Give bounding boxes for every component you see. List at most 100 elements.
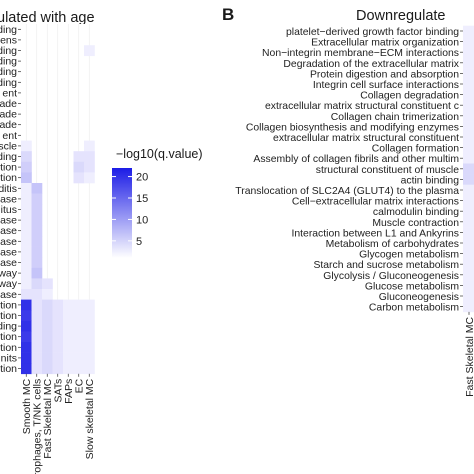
heatmap-cell xyxy=(21,151,32,163)
heatmap-cell xyxy=(463,57,474,69)
heatmap-cell xyxy=(31,204,43,216)
heatmap-cell xyxy=(463,216,474,228)
row-label: ase xyxy=(0,215,17,227)
row-label: Gluconeogenesis xyxy=(379,292,459,303)
colorbar-tick-label: 20 xyxy=(136,172,148,184)
panel-b-row-labels: platelet−derived growth factor bindingEx… xyxy=(235,27,463,314)
heatmap-cell xyxy=(21,193,32,205)
column-label: Smooth MC xyxy=(21,378,33,434)
panel-a-heatmap: ulated with age dingensdingdingdingdinge… xyxy=(0,10,96,474)
heatmap-cell xyxy=(31,320,43,332)
colorbar-title: −log10(q.value) xyxy=(116,147,203,161)
heatmap-cell xyxy=(463,248,474,260)
row-label: ade xyxy=(0,109,17,121)
row-label: ase xyxy=(0,236,17,248)
row-label: ding xyxy=(0,77,17,89)
heatmap-cell xyxy=(463,142,474,154)
row-label: Starch and sucrose metabolism xyxy=(313,260,459,271)
heatmap-cell xyxy=(52,299,64,311)
row-label: Collagen biosynthesis and modifying enzy… xyxy=(246,122,459,133)
row-label: ent xyxy=(2,130,17,142)
heatmap-cell xyxy=(463,110,474,122)
panel-b-column-labels: Fast Skeletal MC xyxy=(464,311,474,397)
heatmap-cell xyxy=(463,290,474,302)
heatmap-cell xyxy=(463,301,474,313)
row-label: platelet−derived growth factor binding xyxy=(286,27,459,38)
row-label: calmodulin binding xyxy=(373,207,459,218)
column-label: Slow skeletal MC xyxy=(84,378,96,459)
heatmap-cell xyxy=(463,174,474,185)
row-label: way xyxy=(0,278,18,290)
heatmap-cell xyxy=(463,258,474,270)
row-label: tion xyxy=(0,310,17,322)
row-label: ens xyxy=(0,34,17,46)
heatmap-cell xyxy=(463,99,474,111)
heatmap-cell xyxy=(31,246,43,258)
heatmap-cell xyxy=(463,227,474,238)
heatmap-cell xyxy=(31,331,43,343)
heatmap-cell xyxy=(73,161,85,173)
heatmap-cell xyxy=(463,36,474,48)
row-label: Integrin cell surface interactions xyxy=(313,80,459,91)
row-label: ase xyxy=(0,225,17,237)
heatmap-cell xyxy=(42,278,53,290)
heatmap-cell xyxy=(42,331,53,343)
column-label: EC xyxy=(73,378,85,393)
row-label: Carbon metabolism xyxy=(369,303,459,314)
row-label: itus xyxy=(1,204,17,216)
heatmap-cell xyxy=(463,131,474,143)
heatmap-cell xyxy=(73,352,85,364)
colorbar-gradient xyxy=(112,168,132,258)
heatmap-cell xyxy=(42,363,53,375)
heatmap-cell xyxy=(84,161,95,173)
heatmap-cell xyxy=(84,331,95,343)
heatmap-cell xyxy=(73,310,85,322)
heatmap-cell xyxy=(463,184,474,196)
row-label: Non−integrin membrane−ECM interactions xyxy=(262,48,459,59)
heatmap-cell xyxy=(21,161,32,173)
heatmap-cell xyxy=(31,267,43,279)
heatmap-cell xyxy=(63,310,74,322)
row-label: extracellular matrix structural constitu… xyxy=(273,133,459,144)
row-label: ding xyxy=(0,24,17,36)
row-label: tion xyxy=(0,162,17,174)
heatmap-cell xyxy=(52,310,64,322)
row-label: ase xyxy=(0,289,17,301)
heatmap-cell xyxy=(21,204,32,216)
heatmap-cell xyxy=(73,342,85,353)
heatmap-cell xyxy=(21,257,32,269)
heatmap-cell xyxy=(21,246,32,258)
heatmap-cell xyxy=(21,342,32,353)
panel-a-cells xyxy=(21,45,95,375)
heatmap-cell xyxy=(463,280,474,291)
heatmap-cell xyxy=(21,278,32,290)
heatmap-cell xyxy=(21,225,32,237)
row-label: ade xyxy=(0,98,17,110)
heatmap-cell xyxy=(21,299,32,311)
heatmap-cell xyxy=(21,289,32,300)
colorbar-legend: −log10(q.value) 20 15 10 5 xyxy=(112,147,203,258)
column-label: Fast Skeletal MC xyxy=(42,378,54,458)
heatmap-cell xyxy=(84,45,95,57)
heatmap-cell xyxy=(31,183,43,194)
heatmap-cell xyxy=(21,352,32,364)
heatmap-cell xyxy=(463,237,474,249)
row-label: structural constituent of muscle xyxy=(316,165,459,176)
panel-a-row-labels: dingensdingdingdingdingentadeadeadeentsc… xyxy=(0,24,21,375)
heatmap-cell xyxy=(21,310,32,322)
row-label: Collagen degradation xyxy=(360,91,459,102)
colorbar-tick-label: 5 xyxy=(136,236,142,248)
row-label: Glycolysis / Gluconeogenesis xyxy=(323,271,459,282)
heatmap-cell xyxy=(73,320,85,332)
row-label: Protein digestion and absorption xyxy=(310,69,459,80)
colorbar-tick-label: 15 xyxy=(136,193,148,205)
row-label: Interaction between L1 and Ankyrins xyxy=(291,228,459,239)
heatmap-cell xyxy=(52,331,64,343)
heatmap-cell xyxy=(21,140,32,152)
heatmap-cell xyxy=(52,352,64,364)
heatmap-cell xyxy=(63,331,74,343)
heatmap-cell xyxy=(63,363,74,375)
panel-a-title: ulated with age xyxy=(0,10,95,26)
heatmap-cell xyxy=(84,140,95,152)
